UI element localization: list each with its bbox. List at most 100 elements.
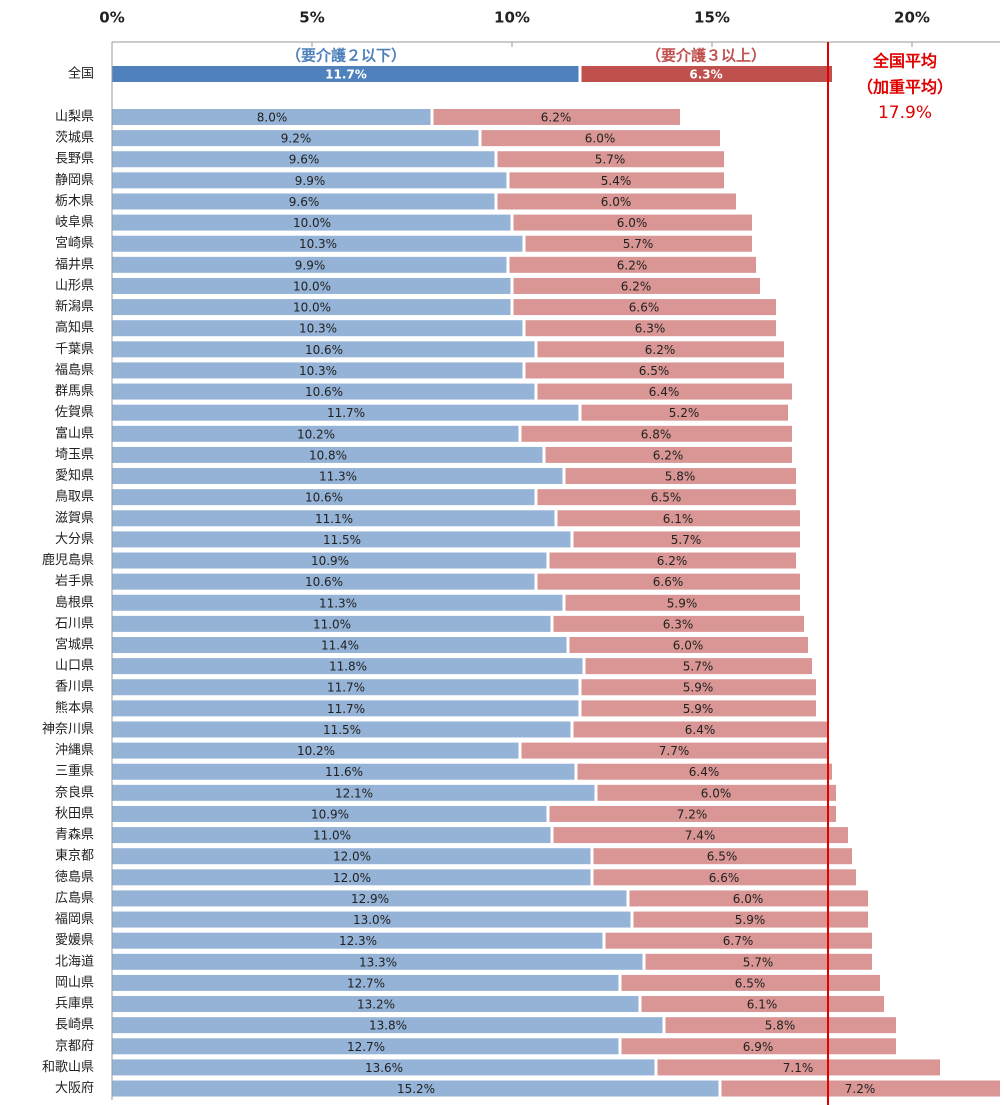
bar-segment bbox=[112, 193, 495, 210]
data-label: 11.1% bbox=[315, 512, 353, 526]
category-label: 大分県 bbox=[55, 532, 94, 547]
bar-segment bbox=[112, 446, 543, 463]
data-label: 12.3% bbox=[339, 934, 377, 948]
data-label: 10.3% bbox=[299, 237, 337, 251]
bar-segment bbox=[553, 827, 848, 844]
bar-segment bbox=[112, 848, 591, 865]
category-label: 長野県 bbox=[55, 152, 94, 167]
bar-segment bbox=[112, 911, 631, 928]
category-label: 青森県 bbox=[55, 828, 94, 843]
data-label: 6.6% bbox=[629, 301, 660, 315]
data-label: 10.0% bbox=[293, 216, 331, 230]
bar-segment bbox=[665, 1017, 896, 1034]
data-label: 6.2% bbox=[657, 554, 688, 568]
bar-segment bbox=[112, 235, 523, 252]
bar-segment bbox=[112, 277, 511, 294]
bar-segment bbox=[593, 869, 856, 886]
bar-segment bbox=[112, 320, 523, 337]
bar-segment bbox=[509, 172, 724, 189]
bar-segment bbox=[112, 615, 551, 632]
bar-segment bbox=[573, 531, 800, 548]
category-label: 愛媛県 bbox=[55, 933, 94, 948]
category-label: 福島県 bbox=[55, 363, 94, 378]
data-label: 13.6% bbox=[365, 1061, 403, 1075]
bar-segment bbox=[513, 277, 760, 294]
x-tick-label: 20% bbox=[894, 9, 930, 27]
category-label: 沖縄県 bbox=[55, 743, 94, 758]
bar-segment bbox=[565, 468, 796, 485]
bar-segment bbox=[112, 299, 511, 316]
bar-segment bbox=[633, 911, 868, 928]
category-label: 大阪府 bbox=[55, 1081, 94, 1096]
x-tick-label: 0% bbox=[99, 9, 124, 27]
data-label: 11.0% bbox=[313, 617, 351, 631]
data-label: 10.6% bbox=[305, 343, 343, 357]
data-label: 11.3% bbox=[319, 596, 357, 610]
data-label: 6.5% bbox=[707, 850, 738, 864]
category-label: 佐賀県 bbox=[55, 405, 94, 420]
bar-segment bbox=[537, 489, 796, 506]
x-tick-label: 10% bbox=[494, 9, 530, 27]
category-label: 新潟県 bbox=[55, 299, 94, 315]
bar-segment bbox=[497, 193, 736, 210]
category-label: 兵庫県 bbox=[55, 997, 94, 1012]
bar-segment bbox=[112, 468, 563, 485]
data-label: 5.7% bbox=[671, 533, 702, 547]
data-label: 5.9% bbox=[735, 913, 766, 927]
data-label: 6.2% bbox=[541, 111, 572, 125]
data-label: 6.0% bbox=[673, 639, 704, 653]
category-label: 山口県 bbox=[55, 659, 94, 674]
bar-segment bbox=[112, 890, 627, 907]
data-label: 6.1% bbox=[747, 998, 778, 1012]
data-label: 11.7% bbox=[327, 702, 365, 716]
data-label: 10.3% bbox=[299, 364, 337, 378]
reference-title: 全国平均 bbox=[872, 52, 937, 71]
data-label: 6.5% bbox=[735, 976, 766, 990]
data-label: 11.0% bbox=[313, 829, 351, 843]
data-label: 6.5% bbox=[639, 364, 670, 378]
legend-label: （要介護２以下） bbox=[286, 47, 406, 65]
data-label: 5.7% bbox=[595, 153, 626, 167]
bar-segment bbox=[112, 151, 495, 168]
bar-segment bbox=[112, 489, 535, 506]
bar-segment bbox=[481, 130, 720, 147]
bar-segment bbox=[112, 404, 579, 421]
bar-segment bbox=[657, 1059, 940, 1076]
bar-segment bbox=[112, 658, 583, 675]
data-label: 5.7% bbox=[683, 660, 714, 674]
data-label: 12.9% bbox=[351, 892, 389, 906]
data-label: 6.2% bbox=[617, 258, 648, 272]
bar-segment bbox=[112, 827, 551, 844]
bar-segment bbox=[581, 66, 832, 82]
category-label: 秋田県 bbox=[55, 806, 94, 821]
bar-segment bbox=[112, 996, 639, 1013]
bar-segment bbox=[553, 615, 804, 632]
category-label: 鹿児島県 bbox=[42, 552, 94, 568]
data-label: 11.4% bbox=[321, 639, 359, 653]
bar-segment bbox=[537, 573, 800, 590]
category-label: 石川県 bbox=[55, 616, 94, 631]
bar-segment bbox=[641, 996, 884, 1013]
bar-segment bbox=[645, 953, 872, 970]
category-label: 広島県 bbox=[55, 891, 94, 906]
category-label: 神奈川県 bbox=[42, 722, 94, 737]
data-label: 9.9% bbox=[295, 174, 326, 188]
bar-segment bbox=[112, 869, 591, 886]
data-label: 6.6% bbox=[653, 575, 684, 589]
category-label: 宮崎県 bbox=[55, 235, 94, 251]
bar-segment bbox=[112, 784, 595, 801]
data-label: 10.0% bbox=[293, 301, 331, 315]
data-label: 8.0% bbox=[257, 111, 288, 125]
data-label: 6.8% bbox=[641, 427, 672, 441]
category-label: 鳥取県 bbox=[55, 490, 94, 505]
data-label: 10.6% bbox=[305, 491, 343, 505]
bar-segment bbox=[605, 932, 872, 949]
bar-segment bbox=[112, 214, 511, 231]
data-label: 12.0% bbox=[333, 871, 371, 885]
data-label: 6.0% bbox=[701, 786, 732, 800]
bar-segment bbox=[581, 679, 816, 696]
bar-segment bbox=[569, 637, 808, 653]
bar-segment bbox=[549, 552, 796, 569]
bar-segment bbox=[621, 974, 880, 991]
